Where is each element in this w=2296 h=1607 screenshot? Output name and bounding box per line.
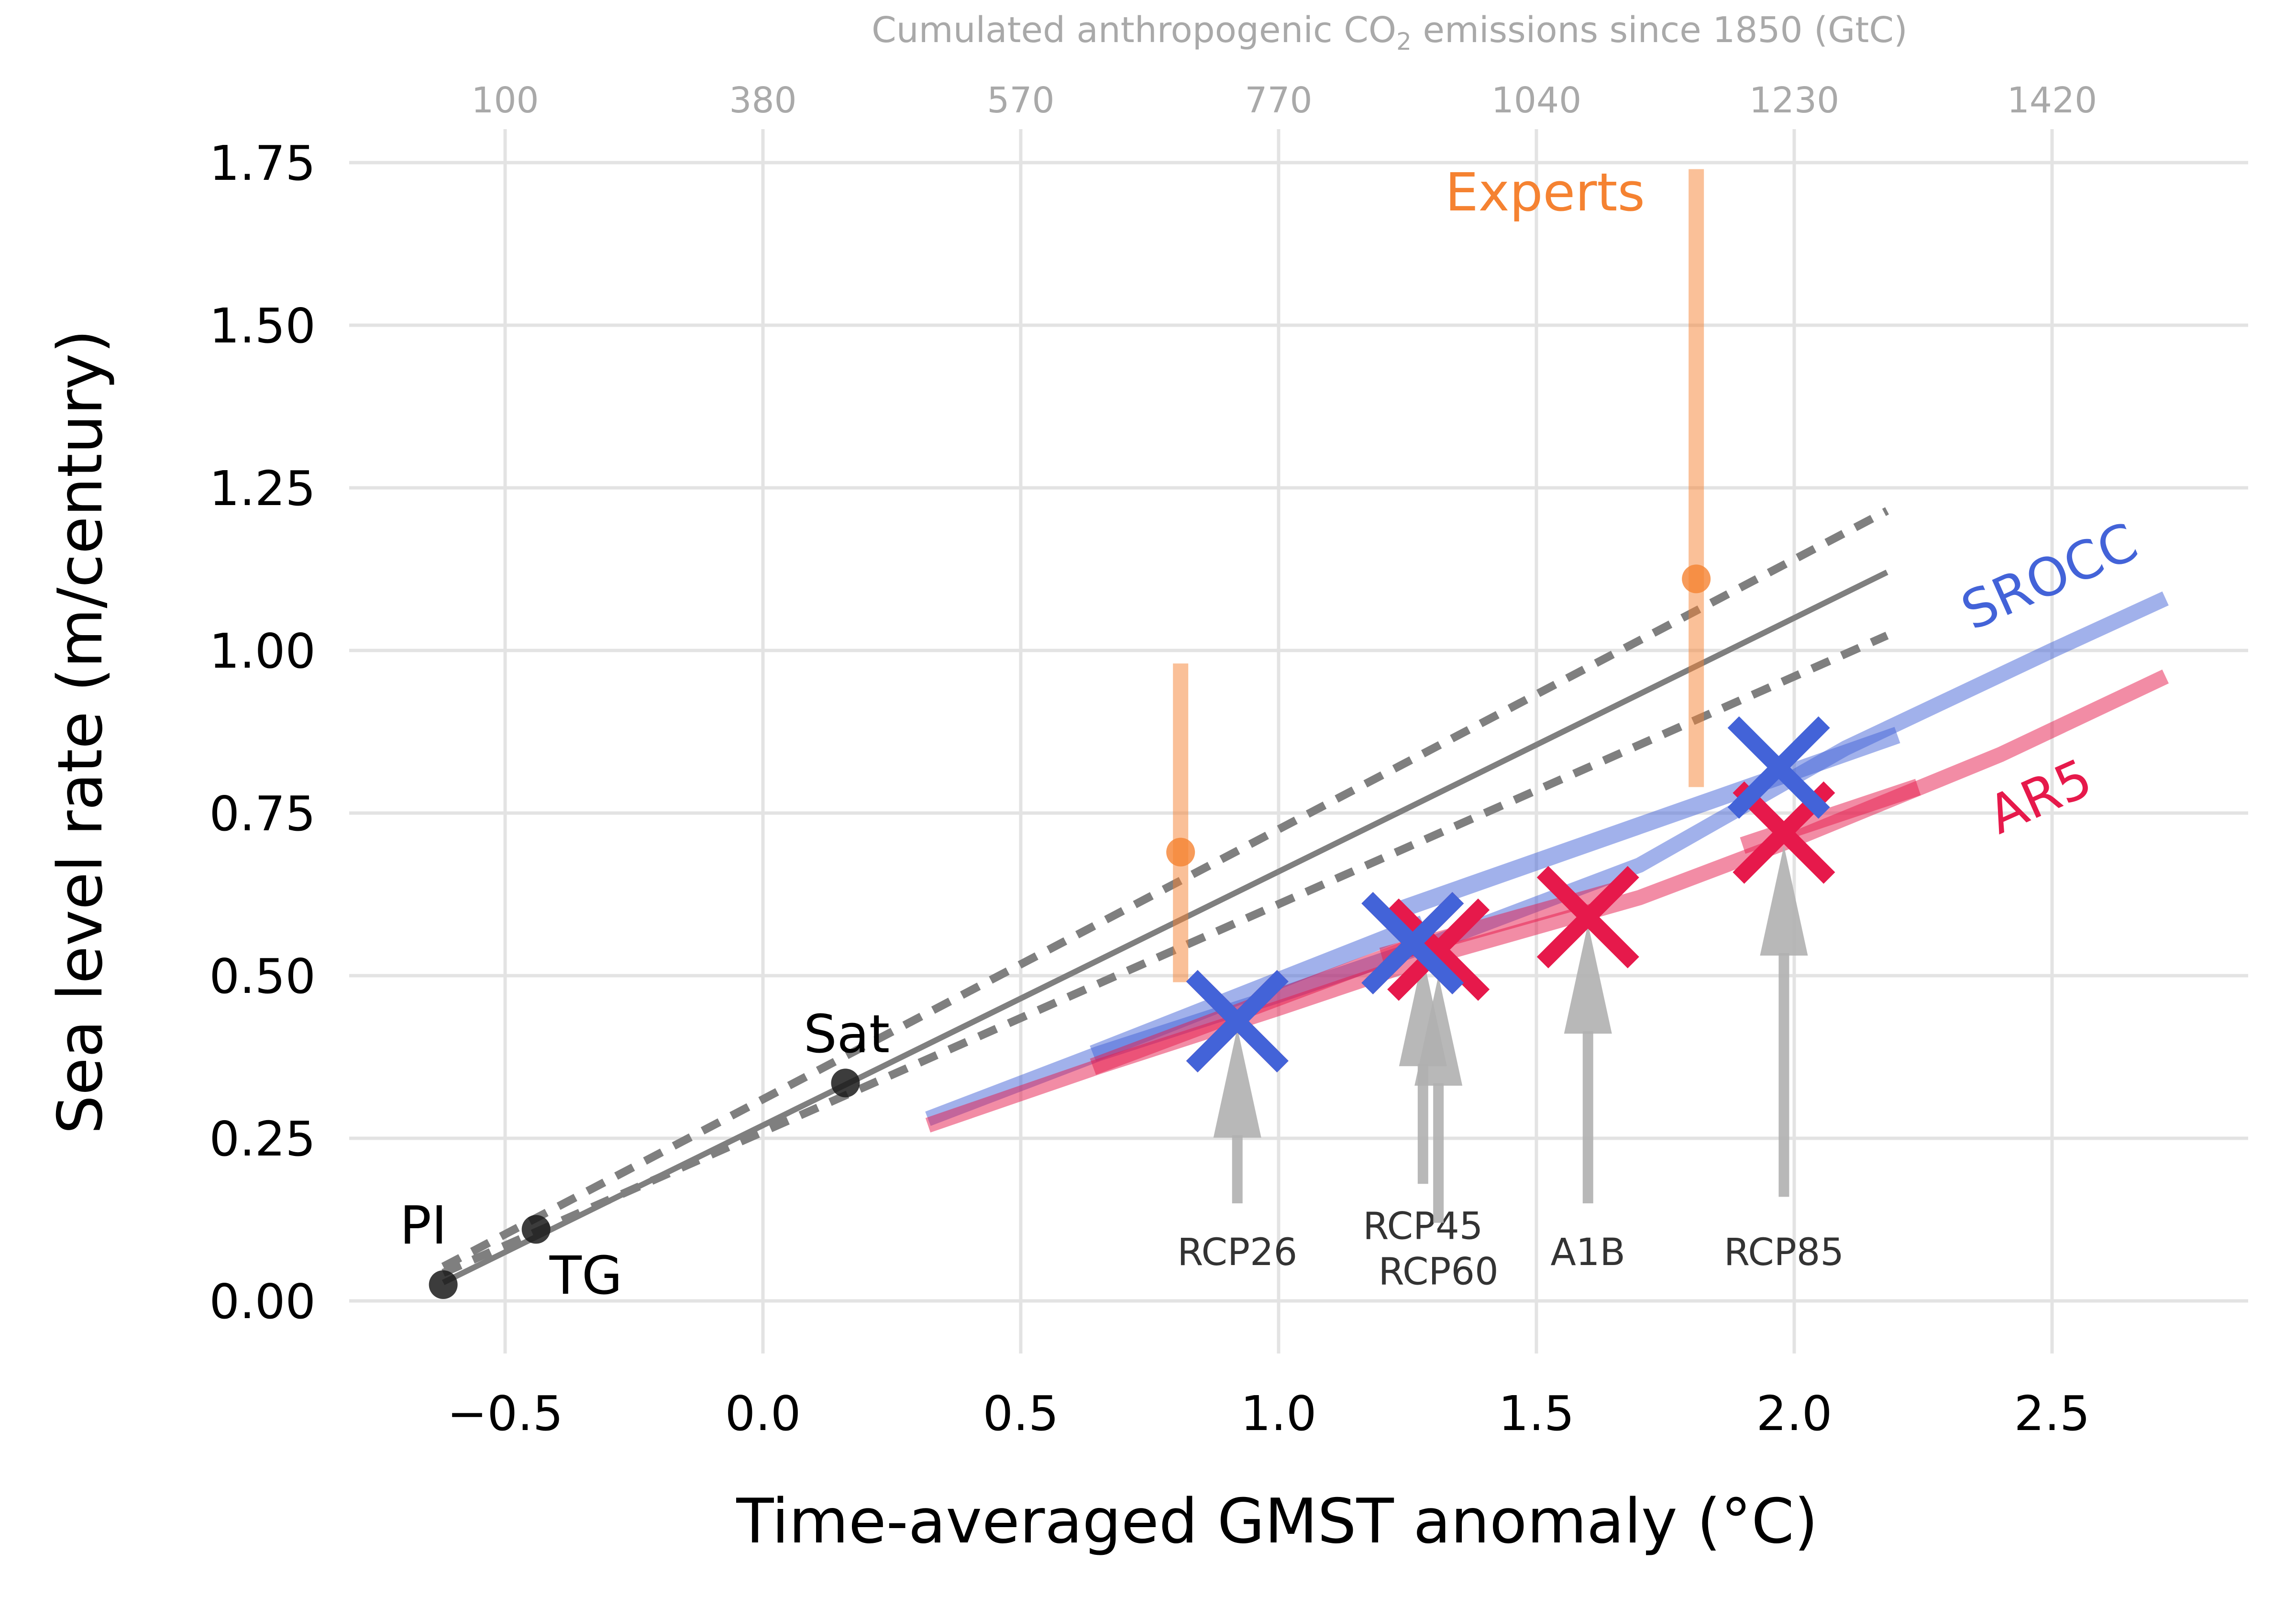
expert-point bbox=[1166, 837, 1195, 867]
y-tick-label: 0.75 bbox=[209, 786, 316, 842]
observation-points bbox=[429, 1068, 860, 1299]
top-axis-title-part: Cumulated anthropogenic CO bbox=[872, 10, 1396, 51]
scenario-arrow-head bbox=[1414, 976, 1463, 1086]
scenario-label: A1B bbox=[1551, 1231, 1626, 1274]
scenario-arrow-head bbox=[1760, 846, 1808, 956]
observation-point bbox=[429, 1270, 458, 1299]
x-tick-label: 2.5 bbox=[2014, 1386, 2090, 1442]
ar5-line bbox=[925, 669, 2169, 1133]
y-tick-label: 1.50 bbox=[209, 298, 316, 354]
top-tick-label: 1420 bbox=[2007, 80, 2097, 121]
x-tick-label: −0.5 bbox=[447, 1386, 563, 1442]
tg-label: TG bbox=[549, 1245, 622, 1306]
top-axis-title-part: emissions since 1850 (GtC) bbox=[1412, 10, 1908, 51]
projection-lines bbox=[925, 591, 2169, 1133]
top-tick-label: 380 bbox=[729, 80, 796, 121]
scenario-label: RCP85 bbox=[1724, 1231, 1844, 1274]
top-axis: Cumulated anthropogenic CO2 emissions si… bbox=[471, 10, 2097, 121]
scenario-crosses bbox=[1186, 716, 1835, 1073]
top-tick-label: 570 bbox=[987, 80, 1054, 121]
y-tick-label: 0.25 bbox=[209, 1111, 316, 1167]
observational-fit bbox=[441, 507, 1889, 1286]
y-tick-label: 1.75 bbox=[209, 135, 316, 191]
top-axis-title: Cumulated anthropogenic CO2 emissions si… bbox=[872, 10, 1908, 55]
x-tick-label: 2.0 bbox=[1756, 1386, 1832, 1442]
experts-series bbox=[1166, 169, 1711, 982]
scenario-arrow-head bbox=[1213, 1027, 1261, 1138]
pi-label: PI bbox=[400, 1195, 447, 1256]
observation-point bbox=[831, 1068, 860, 1098]
srocc-cross-marker bbox=[1361, 892, 1464, 995]
y-tick-label: 1.00 bbox=[209, 623, 316, 679]
y-tick-label: 1.25 bbox=[209, 461, 316, 517]
top-axis-title-subscript: 2 bbox=[1396, 28, 1412, 55]
x-axis: Time-averaged GMST anomaly (°C) −0.5 0.0 0… bbox=[447, 1386, 2090, 1557]
srocc-cross-marker bbox=[1727, 716, 1830, 819]
ar5-cross-marker bbox=[1387, 898, 1490, 1001]
top-tick-label: 1040 bbox=[1491, 80, 1581, 121]
x-tick-label: 0.0 bbox=[725, 1386, 801, 1442]
ar5-cross-marker bbox=[1536, 866, 1639, 969]
srocc-cross-marker bbox=[1186, 970, 1289, 1073]
y-axis: Sea level rate (m/century) 0.00 0.25 0.50 0… bbox=[45, 135, 316, 1330]
top-tick-label: 1230 bbox=[1749, 80, 1839, 121]
observation-point bbox=[521, 1215, 551, 1244]
scenario-label: RCP26 bbox=[1177, 1231, 1297, 1274]
scenario-label: RCP45 bbox=[1363, 1205, 1483, 1248]
x-axis-title: Time-averaged GMST anomaly (°C) bbox=[736, 1486, 1818, 1557]
fit-line-lower bbox=[442, 631, 1889, 1277]
x-tick-label: 1.5 bbox=[1498, 1386, 1574, 1442]
fit-line-upper bbox=[441, 507, 1889, 1270]
top-tick-label: 770 bbox=[1245, 80, 1312, 121]
expert-point bbox=[1682, 564, 1711, 594]
y-tick-label: 0.50 bbox=[209, 948, 316, 1004]
scenario-label: RCP60 bbox=[1379, 1251, 1499, 1294]
scenario-arrow-head bbox=[1564, 924, 1612, 1034]
x-tick-label: 1.0 bbox=[1240, 1386, 1316, 1442]
y-axis-title: Sea level rate (m/century) bbox=[45, 330, 116, 1134]
experts-label: Experts bbox=[1445, 162, 1645, 223]
top-tick-label: 100 bbox=[471, 80, 539, 121]
sat-label: Sat bbox=[804, 1003, 890, 1065]
x-tick-label: 0.5 bbox=[982, 1386, 1059, 1442]
y-tick-label: 0.00 bbox=[209, 1274, 316, 1330]
